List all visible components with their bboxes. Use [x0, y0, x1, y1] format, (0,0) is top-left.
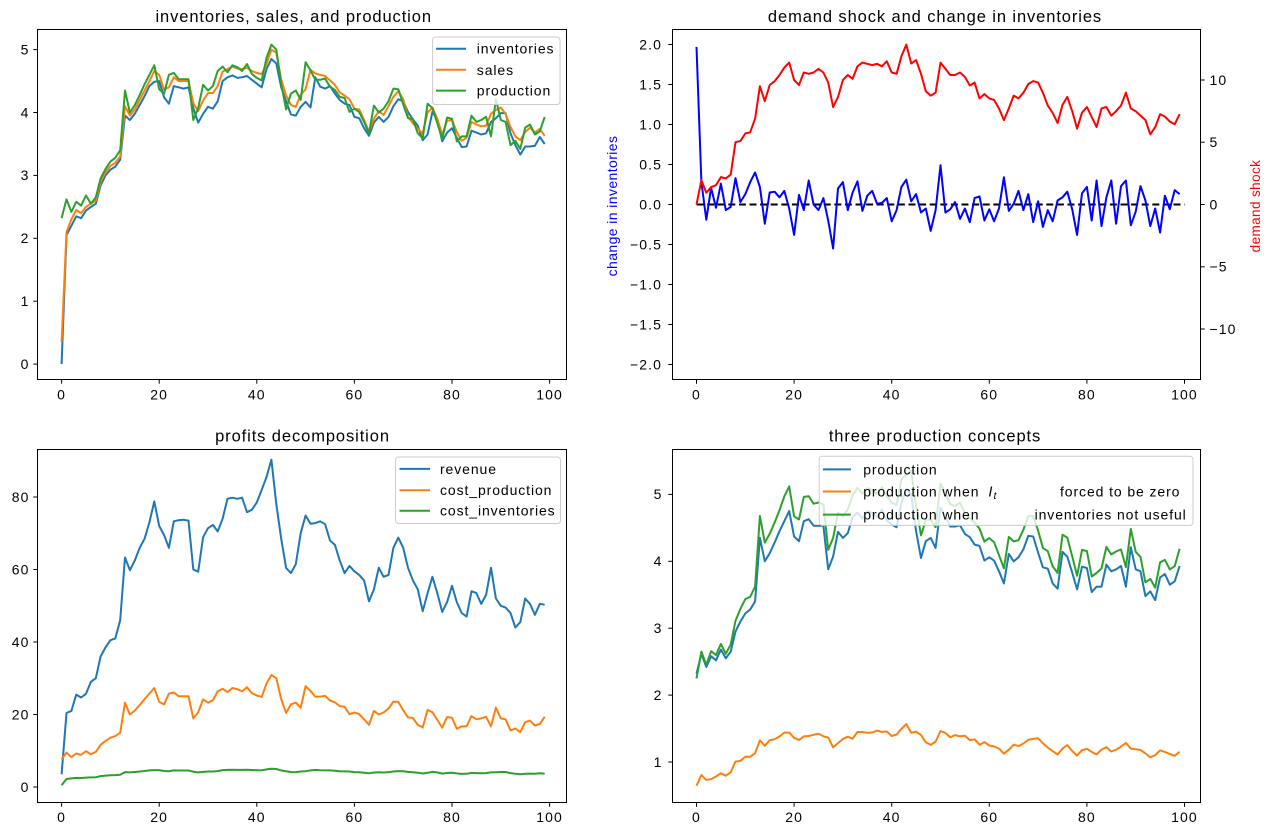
svg-text:100: 100	[536, 386, 563, 402]
svg-text:4: 4	[21, 104, 30, 120]
svg-text:inventories, sales, and produc: inventories, sales, and production	[155, 8, 431, 26]
svg-text:20: 20	[785, 386, 803, 402]
svg-text:100: 100	[1171, 386, 1198, 402]
svg-text:−1.5: −1.5	[630, 316, 662, 332]
svg-text:80: 80	[12, 489, 30, 505]
svg-text:4: 4	[654, 553, 663, 569]
svg-text:80: 80	[1078, 809, 1096, 825]
svg-text:10: 10	[1210, 72, 1228, 88]
svg-text:80: 80	[443, 809, 461, 825]
svg-text:production: production	[863, 461, 937, 477]
svg-text:1.0: 1.0	[639, 116, 662, 132]
svg-text:change in inventories: change in inventories	[604, 136, 620, 277]
svg-text:3: 3	[21, 167, 30, 183]
svg-text:5: 5	[654, 486, 663, 502]
svg-text:sales: sales	[477, 62, 514, 78]
svg-text:20: 20	[12, 706, 30, 722]
svg-text:forced to be zero: forced to be zero	[1060, 484, 1180, 500]
svg-text:1.5: 1.5	[639, 76, 662, 92]
svg-text:−0.5: −0.5	[630, 236, 662, 252]
svg-text:80: 80	[1078, 386, 1096, 402]
svg-text:0: 0	[57, 809, 66, 825]
svg-text:t: t	[994, 490, 998, 502]
svg-text:inventories: inventories	[477, 41, 555, 57]
svg-text:0: 0	[21, 356, 30, 372]
svg-text:60: 60	[12, 561, 30, 577]
svg-text:60: 60	[980, 386, 998, 402]
svg-text:demand shock and change in inv: demand shock and change in inventories	[768, 8, 1102, 26]
svg-text:1: 1	[654, 754, 663, 770]
svg-text:production when: production when	[863, 507, 979, 523]
svg-text:40: 40	[248, 809, 266, 825]
svg-text:40: 40	[12, 634, 30, 650]
svg-text:3: 3	[654, 620, 663, 636]
svg-text:I: I	[988, 485, 992, 501]
svg-text:40: 40	[248, 386, 266, 402]
svg-text:40: 40	[883, 386, 901, 402]
svg-text:inventories not useful: inventories not useful	[1035, 507, 1187, 523]
svg-text:20: 20	[150, 809, 168, 825]
svg-text:0: 0	[57, 386, 66, 402]
svg-text:5: 5	[21, 41, 30, 57]
svg-text:60: 60	[346, 386, 364, 402]
svg-text:cost_inventories: cost_inventories	[440, 503, 556, 519]
svg-text:0.0: 0.0	[639, 196, 662, 212]
svg-text:0: 0	[692, 386, 701, 402]
svg-text:1: 1	[21, 293, 30, 309]
svg-text:2.0: 2.0	[639, 36, 662, 52]
svg-text:0: 0	[21, 779, 30, 795]
svg-text:60: 60	[980, 809, 998, 825]
svg-text:60: 60	[346, 809, 364, 825]
svg-text:20: 20	[150, 386, 168, 402]
svg-text:2: 2	[654, 687, 663, 703]
svg-text:−5: −5	[1210, 259, 1228, 275]
svg-text:−10: −10	[1210, 321, 1237, 337]
svg-text:0: 0	[692, 809, 701, 825]
svg-text:0.5: 0.5	[639, 156, 662, 172]
svg-text:production when: production when	[863, 484, 979, 500]
svg-text:profits decomposition: profits decomposition	[215, 428, 390, 446]
svg-text:revenue: revenue	[440, 461, 497, 477]
svg-text:100: 100	[536, 809, 563, 825]
svg-text:three production concepts: three production concepts	[829, 428, 1041, 446]
svg-text:5: 5	[1210, 134, 1219, 150]
svg-text:−1.0: −1.0	[630, 276, 662, 292]
svg-text:production: production	[477, 83, 551, 99]
svg-text:2: 2	[21, 230, 30, 246]
svg-text:demand shock: demand shock	[1248, 160, 1263, 253]
svg-text:100: 100	[1171, 809, 1198, 825]
svg-text:cost_production: cost_production	[440, 482, 552, 498]
svg-text:80: 80	[443, 386, 461, 402]
svg-text:0: 0	[1210, 196, 1219, 212]
svg-text:−2.0: −2.0	[630, 356, 662, 372]
svg-text:20: 20	[785, 809, 803, 825]
svg-text:40: 40	[883, 809, 901, 825]
